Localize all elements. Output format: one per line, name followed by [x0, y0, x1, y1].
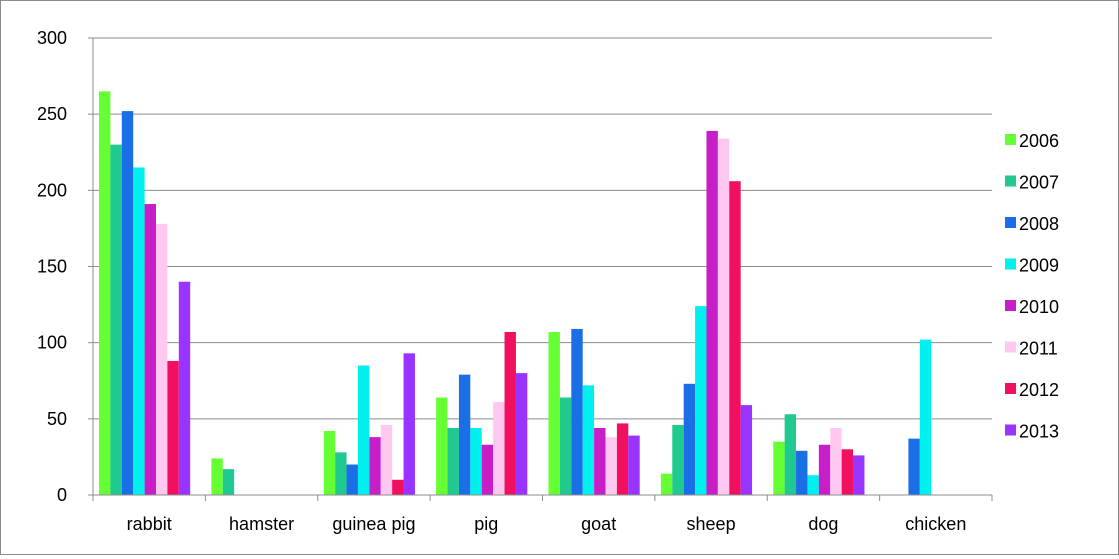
bar: [470, 427, 482, 495]
y-tick-labels: 0 50 100 150 200 250 300: [37, 28, 67, 505]
legend-label: 2007: [1019, 173, 1059, 193]
y-tick-label: 150: [37, 257, 67, 277]
x-tick-label: chicken: [905, 514, 966, 534]
x-tick-label: sheep: [687, 514, 736, 534]
legend-swatch: [1005, 217, 1016, 228]
bar: [493, 402, 505, 495]
legend-swatch: [1005, 424, 1016, 436]
bar: [594, 427, 606, 495]
bar: [133, 167, 145, 495]
bar: [156, 223, 168, 495]
legend-swatch: [1005, 175, 1016, 187]
legend-label: 2006: [1019, 131, 1059, 151]
bar: [818, 444, 831, 495]
y-tick-label: 200: [37, 180, 67, 200]
axes: [88, 37, 993, 501]
x-tick-labels: rabbit hamster guinea pig pig goat sheep dog ch…: [127, 514, 967, 534]
bar: [717, 138, 730, 496]
bar: [436, 397, 448, 495]
x-tick-label: guinea pig: [332, 514, 415, 534]
x-tick-label: hamster: [229, 514, 294, 534]
bar: [357, 365, 370, 495]
bar: [99, 91, 111, 496]
legend-label: 2011: [1019, 339, 1058, 359]
y-tick-label: 300: [37, 28, 67, 48]
legend-label: 2013: [1019, 422, 1059, 442]
bar: [796, 450, 808, 495]
bar: [628, 435, 640, 495]
legend-swatch: [1005, 300, 1016, 311]
bar: [380, 424, 393, 495]
bar: [504, 332, 516, 495]
legend-label: 2008: [1019, 214, 1059, 234]
bar: [660, 473, 673, 495]
legend-label: 2009: [1019, 256, 1059, 276]
bar: [841, 449, 854, 495]
bar: [683, 383, 696, 495]
bar: [167, 360, 179, 495]
bar: [222, 469, 235, 495]
bar: [853, 455, 865, 495]
x-tick-label: goat: [581, 514, 616, 534]
bar: [369, 437, 381, 495]
legend-label: 2010: [1019, 297, 1059, 317]
y-tick-label: 100: [37, 333, 67, 353]
bar: [919, 339, 932, 495]
bar: [110, 144, 122, 495]
legend-swatch: [1005, 341, 1016, 353]
bar: [323, 431, 336, 495]
bar: [178, 281, 191, 495]
bar: [740, 405, 753, 495]
bar: [346, 464, 358, 495]
legend-swatch: [1005, 134, 1016, 145]
bar: [571, 328, 583, 495]
bar: [447, 427, 459, 495]
bar: [672, 424, 684, 495]
bar: [616, 423, 629, 495]
legend-swatch: [1005, 258, 1016, 270]
bar: [807, 475, 819, 495]
bar: [729, 181, 741, 495]
y-tick-label: 0: [57, 485, 67, 505]
x-tick-label: dog: [808, 514, 838, 534]
y-tick-label: 50: [47, 409, 67, 429]
bar: [403, 353, 415, 495]
gridlines: [93, 37, 992, 420]
bar: [481, 444, 494, 495]
legend-swatch: [1005, 383, 1016, 394]
bar: [458, 374, 471, 495]
bar: [784, 414, 797, 495]
bar: [392, 479, 404, 495]
x-tick-label: rabbit: [127, 514, 172, 534]
bar: [211, 458, 223, 495]
bar: [773, 441, 785, 495]
bar: [830, 427, 842, 495]
legend: 2006 2007 2008 2009 2010 2011 2012 2013: [1005, 131, 1059, 442]
legend-label: 2012: [1019, 380, 1059, 400]
bar: [559, 397, 572, 495]
bar: [706, 130, 718, 495]
bar: [695, 306, 707, 495]
bar: [908, 438, 920, 495]
y-tick-label: 250: [37, 104, 67, 124]
bar: [515, 373, 528, 495]
bar: [144, 204, 156, 495]
bar: [605, 437, 617, 495]
bar: [548, 332, 560, 495]
x-tick-label: pig: [474, 514, 498, 534]
bars: [99, 91, 932, 496]
bar: [335, 452, 347, 495]
bar: [582, 385, 595, 495]
bar: [121, 111, 134, 496]
